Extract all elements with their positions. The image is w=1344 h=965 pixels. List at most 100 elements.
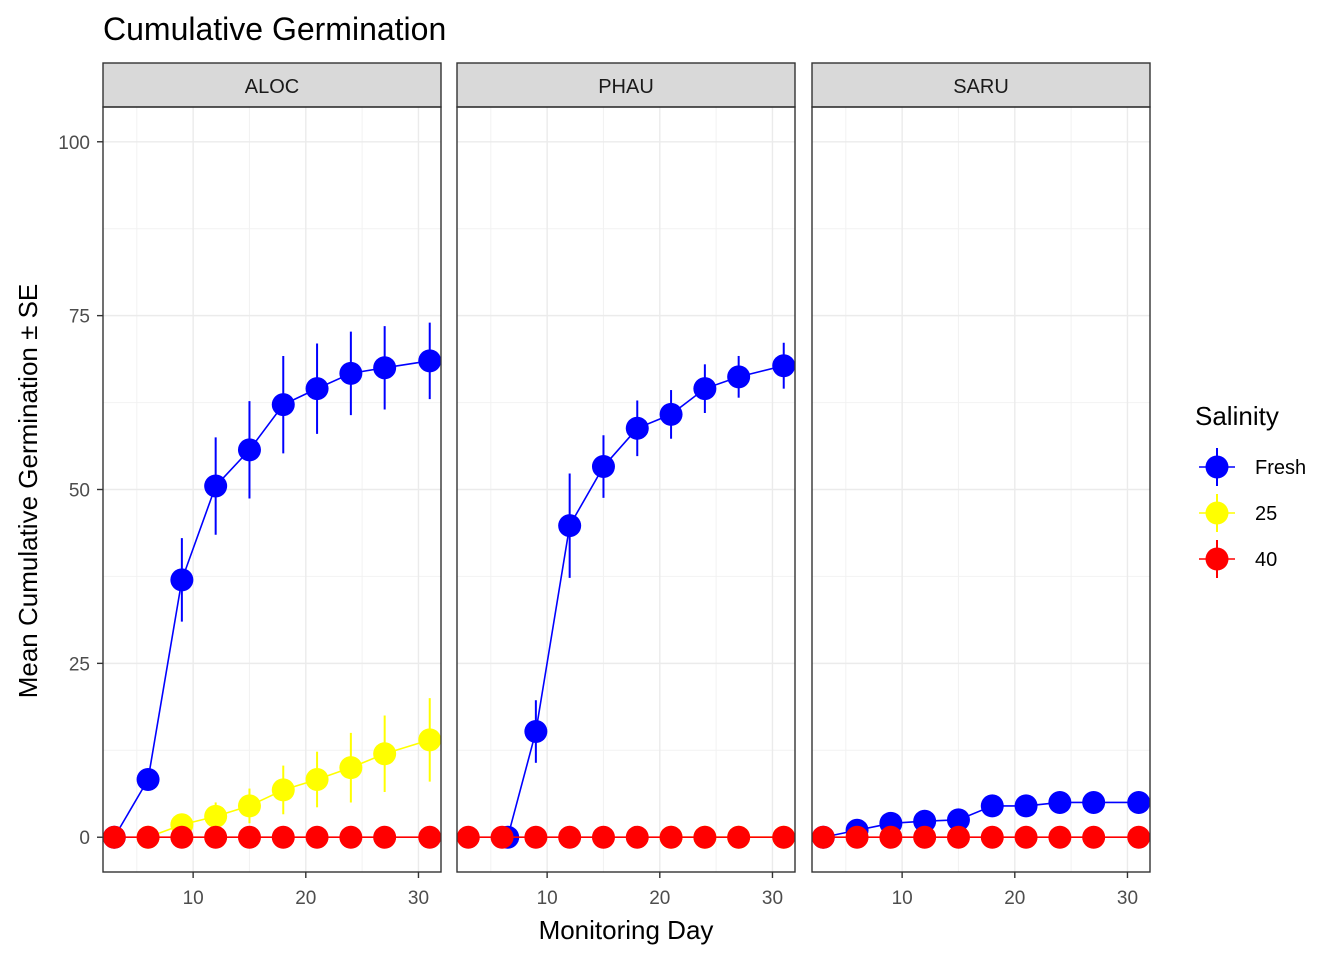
data-point xyxy=(305,825,329,849)
data-point xyxy=(1014,825,1038,849)
legend-marker xyxy=(1205,455,1229,479)
series-fresh xyxy=(496,342,796,849)
data-point xyxy=(524,720,548,744)
data-point xyxy=(1082,790,1106,814)
legend: Salinity Fresh 25 40 xyxy=(1195,401,1306,578)
data-point xyxy=(980,825,1004,849)
data-point xyxy=(373,742,397,766)
facet-panel-saru: SARU 10 20 30 xyxy=(811,62,1151,909)
series-40 xyxy=(456,825,796,849)
x-axis-title: Monitoring Day xyxy=(539,915,714,945)
facet-panel-phau: PHAU 10 20 30 xyxy=(456,62,796,909)
y-tick-label: 75 xyxy=(69,307,90,328)
panel-border xyxy=(456,106,796,873)
series-line xyxy=(113,360,430,838)
data-point xyxy=(418,349,442,373)
data-point xyxy=(1082,825,1106,849)
data-point xyxy=(305,768,329,792)
facet-strip xyxy=(102,62,442,108)
x-tick-label: 30 xyxy=(762,888,783,909)
data-point xyxy=(418,825,442,849)
data-point xyxy=(373,356,397,380)
data-point xyxy=(625,416,649,440)
data-point xyxy=(811,825,835,849)
data-point xyxy=(170,568,194,592)
x-tick-label: 10 xyxy=(537,888,558,909)
facet-strip xyxy=(456,62,796,108)
data-point xyxy=(693,825,717,849)
data-point xyxy=(339,361,363,385)
legend-title: Salinity xyxy=(1195,401,1279,431)
x-axis: 10 20 30 xyxy=(537,872,783,909)
legend-item-fresh: Fresh xyxy=(1199,448,1306,486)
series-40 xyxy=(102,825,442,849)
data-point xyxy=(373,825,397,849)
facet-strip xyxy=(811,62,1151,108)
data-point xyxy=(625,825,649,849)
data-point xyxy=(659,402,683,426)
x-tick-label: 20 xyxy=(1004,888,1025,909)
data-point xyxy=(339,825,363,849)
data-point xyxy=(237,438,261,462)
facet-label: PHAU xyxy=(598,76,654,98)
data-point xyxy=(271,393,295,417)
data-point xyxy=(591,455,615,479)
data-point xyxy=(102,825,126,849)
data-point xyxy=(913,809,937,833)
panel-border xyxy=(811,106,1151,873)
y-axis: 0 25 50 75 100 xyxy=(58,133,103,849)
y-tick-label: 0 xyxy=(79,828,90,849)
x-axis: 10 20 30 xyxy=(892,872,1138,909)
data-point xyxy=(946,808,970,832)
x-axis: 10 20 30 xyxy=(183,872,429,909)
data-point xyxy=(170,825,194,849)
data-point xyxy=(237,794,261,818)
legend-label: 40 xyxy=(1255,549,1277,571)
data-point xyxy=(204,825,228,849)
y-tick-label: 50 xyxy=(69,481,90,502)
data-point xyxy=(136,768,160,792)
data-point xyxy=(271,825,295,849)
x-tick-label: 10 xyxy=(892,888,913,909)
data-point xyxy=(136,825,160,849)
legend-marker xyxy=(1205,501,1229,525)
data-point xyxy=(271,778,295,802)
y-tick-label: 100 xyxy=(58,133,90,154)
data-point xyxy=(1127,825,1151,849)
data-point xyxy=(558,514,582,538)
x-tick-label: 30 xyxy=(1117,888,1138,909)
x-tick-label: 20 xyxy=(295,888,316,909)
data-point xyxy=(456,825,480,849)
facet-label: ALOC xyxy=(245,76,299,98)
chart-title: Cumulative Germination xyxy=(103,11,446,47)
data-point xyxy=(727,825,751,849)
data-point xyxy=(913,825,937,849)
facet-panel-aloc: ALOC 10 20 30 xyxy=(102,62,442,909)
data-point xyxy=(772,354,796,378)
y-axis-title: Mean Cumulative Germination ± SE xyxy=(13,284,43,699)
major-gridlines xyxy=(457,107,795,872)
x-tick-label: 30 xyxy=(408,888,429,909)
data-point xyxy=(1048,790,1072,814)
data-point xyxy=(772,825,796,849)
series-fresh xyxy=(102,322,442,849)
data-point xyxy=(305,377,329,401)
legend-label: 25 xyxy=(1255,503,1277,525)
data-point xyxy=(558,825,582,849)
legend-item-25: 25 xyxy=(1199,494,1277,532)
data-point xyxy=(659,825,683,849)
series-line xyxy=(823,801,1139,839)
data-point xyxy=(980,794,1004,818)
data-point xyxy=(591,825,615,849)
x-tick-label: 10 xyxy=(183,888,204,909)
data-point xyxy=(845,825,869,849)
data-point xyxy=(727,365,751,389)
legend-label: Fresh xyxy=(1255,457,1306,479)
data-point xyxy=(204,804,228,828)
y-tick-label: 25 xyxy=(69,654,90,675)
data-point xyxy=(524,825,548,849)
data-point xyxy=(418,728,442,752)
facet-label: SARU xyxy=(953,76,1009,98)
data-point xyxy=(693,377,717,401)
